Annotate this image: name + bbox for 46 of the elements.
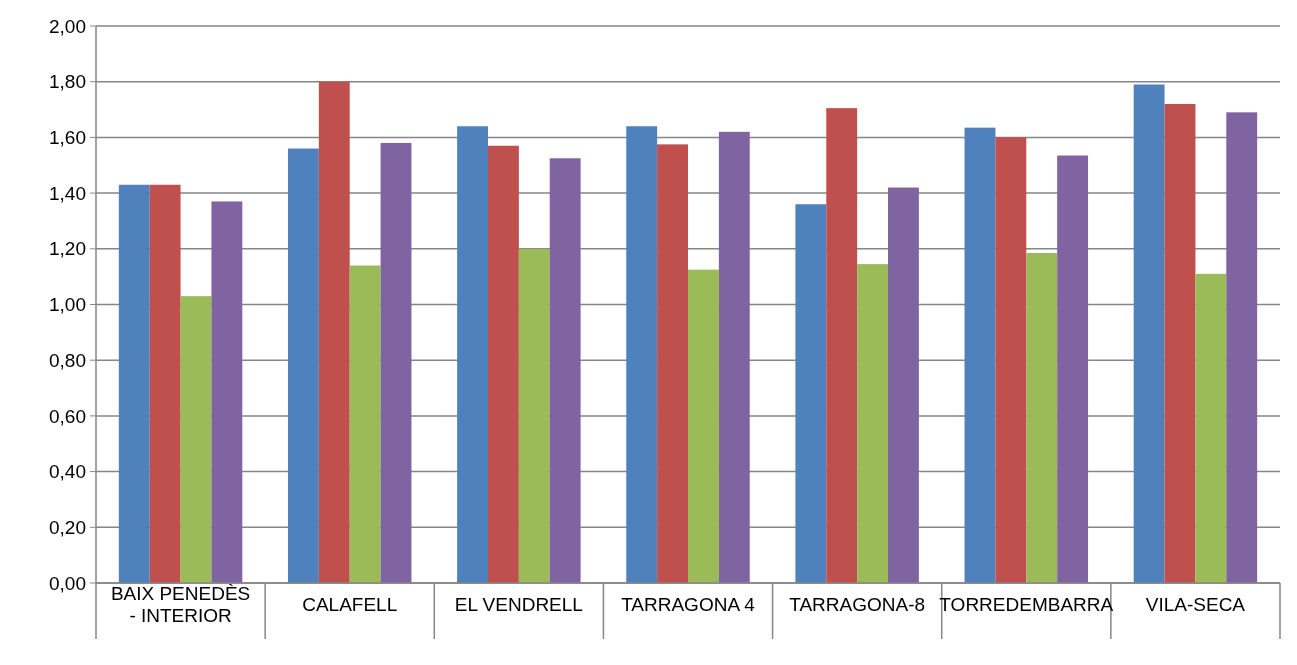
y-tick-label: 1,60	[49, 127, 86, 149]
bar	[149, 184, 181, 583]
bar	[1226, 112, 1258, 583]
y-tick-label: 0,80	[49, 349, 86, 371]
bar	[657, 144, 688, 583]
bar	[1164, 103, 1196, 583]
bar	[518, 248, 550, 583]
bar	[118, 184, 150, 583]
bar	[718, 131, 750, 583]
bar	[626, 126, 658, 583]
y-tick-label: 1,40	[49, 182, 86, 204]
y-tick-label: 1,00	[49, 294, 86, 316]
x-tick-label: CALAFELL	[302, 594, 398, 615]
x-tick-label: BAIX PENEDÈS - INTERIOR	[110, 583, 251, 626]
bar	[795, 204, 827, 583]
y-tick-label: 0,40	[49, 461, 86, 483]
bar	[688, 269, 719, 583]
x-tick-label: TARRAGONA-8	[789, 594, 926, 615]
y-tick-label: 0,20	[49, 516, 86, 538]
y-tick-label: 0,60	[49, 405, 86, 427]
y-tick-label: 2,00	[49, 15, 86, 37]
y-tick-label: 1,20	[49, 238, 86, 260]
x-tick-label: TARRAGONA 4	[621, 594, 756, 615]
x-tick-label: VILA-SECA	[1145, 594, 1246, 615]
y-tick-label: 0,00	[49, 572, 86, 594]
bar	[1026, 252, 1058, 583]
bar	[995, 137, 1027, 583]
bar	[1057, 155, 1089, 583]
bar	[349, 265, 381, 583]
bar	[964, 127, 996, 583]
bar	[888, 187, 919, 583]
bar	[857, 264, 889, 583]
bar	[549, 158, 581, 583]
bar	[1133, 84, 1165, 583]
bar	[180, 296, 212, 583]
bar	[287, 148, 319, 583]
bar	[487, 145, 519, 583]
bar	[826, 108, 858, 583]
x-tick-label: EL VENDRELL	[454, 594, 583, 615]
bar	[380, 142, 412, 583]
x-tick-label: TORREDEMBARRA	[939, 594, 1114, 615]
bar	[457, 126, 488, 583]
y-tick-label: 1,80	[49, 71, 86, 93]
bar	[211, 201, 243, 583]
bar	[1195, 273, 1227, 583]
bar	[318, 81, 350, 583]
